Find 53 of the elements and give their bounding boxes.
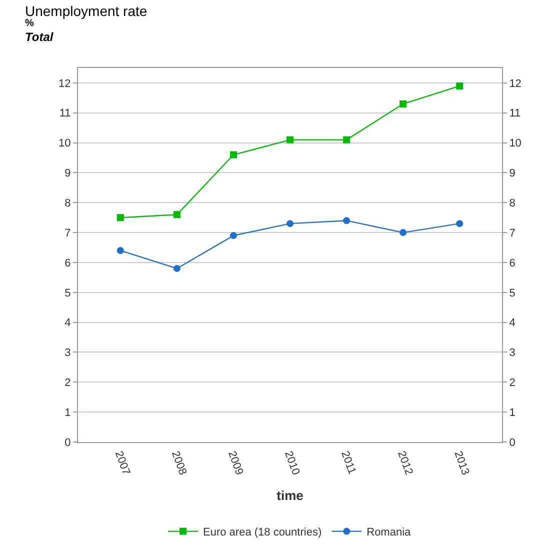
y-tick-label: 6 [64,257,71,270]
x-axis-title: time [276,488,304,504]
legend-label: Romania [366,526,412,539]
y2-tick-label: 1 [509,406,516,419]
y-tick-label: 1 [64,406,71,419]
point [286,136,294,144]
y-tick-label: 0 [64,436,71,449]
point [230,151,237,158]
y2-tick-label: 8 [509,197,516,210]
y-tick-label: 9 [64,168,71,180]
y2-tick-label: 12 [509,78,522,90]
y-tick-label: 3 [64,347,71,360]
point [230,232,237,240]
y2-tick-label: 10 [509,138,522,150]
point [456,82,464,90]
y2-tick-label: 2 [509,377,516,390]
y2-tick-label: 3 [509,347,516,360]
point [343,136,350,144]
x-tick-label: 2011 [338,450,358,476]
y-tick-label: 2 [64,377,71,390]
x-tick-label: 2008 [168,450,189,477]
point [173,264,180,272]
x-tick-label: 2010 [282,450,302,477]
x-tick-label: 2012 [395,450,415,477]
y2-tick-label: 5 [509,287,516,300]
point [400,100,407,108]
chart-title: Unemployment rate [25,3,148,19]
point [116,214,124,222]
y-tick-label: 12 [58,78,71,90]
x-tick-label: 2009 [225,450,246,477]
x-tick-label: 2007 [112,450,132,477]
point [286,220,294,228]
y-tick-label: 4 [64,317,71,330]
text: Total [25,30,54,44]
y-tick-label: 11 [59,108,71,120]
legend-label: Euro area (18 countries) [203,526,322,539]
point [400,229,407,236]
y-tick-label: 5 [64,287,71,300]
y2-tick-label: 11 [509,108,521,120]
y-tick-label: 7 [64,227,71,240]
y2-tick-label: 6 [509,257,516,270]
point [116,247,124,254]
point [173,211,180,218]
y-tick-label: 8 [64,197,71,210]
x-tick-label: 2013 [452,450,472,477]
point [456,220,464,228]
y-tick-label: 10 [58,138,71,150]
chart-subtitle: % [25,18,34,29]
y2-tick-label: 9 [509,168,516,180]
y2-tick-label: 7 [509,227,516,240]
y2-tick-label: 0 [509,436,516,449]
point [343,217,350,224]
y2-tick-label: 4 [509,317,516,330]
